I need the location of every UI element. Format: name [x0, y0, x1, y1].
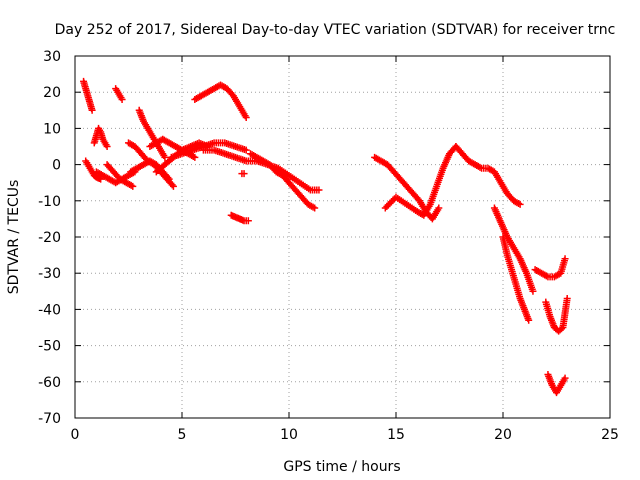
data-point [103, 143, 111, 150]
series-track-c [90, 124, 111, 150]
series-track-w [531, 255, 569, 281]
chart-title: Day 252 of 2017, Sidereal Day-to-day VTE… [55, 22, 616, 38]
data-point [561, 255, 569, 263]
series-track-v [499, 233, 533, 324]
series-track-f [103, 161, 137, 190]
series-track-n [227, 211, 252, 225]
data-point [315, 186, 323, 194]
series-track-l [167, 139, 250, 161]
y-tick-label: -70 [38, 411, 61, 427]
x-tick-label: 25 [601, 427, 619, 443]
data-point [169, 182, 177, 190]
x-tick-label: 0 [71, 427, 80, 443]
data-point [435, 204, 443, 212]
data-point [563, 295, 571, 303]
data-point [529, 287, 537, 295]
data-point [242, 114, 250, 122]
y-tick-label: -20 [38, 230, 61, 246]
y-tick-label: -50 [38, 339, 61, 355]
series-track-b [82, 157, 105, 183]
y-tick-label: -60 [38, 375, 61, 391]
y-tick-label: 20 [43, 85, 61, 101]
data-point [88, 106, 96, 114]
y-tick-label: -40 [38, 302, 61, 318]
x-tick-label: 20 [494, 427, 512, 443]
data-point [525, 316, 533, 324]
data-point [118, 95, 126, 103]
data-point [240, 170, 248, 178]
series-track-p [199, 146, 323, 194]
axis-ticks: 0 5 10 15 20 25 -70 -60 -50 -40 -30 -20 -10 0 10 20 30 [38, 49, 619, 443]
series-track-u [490, 204, 537, 295]
x-tick-label: 15 [387, 427, 405, 443]
x-axis-label: GPS time / hours [283, 459, 400, 475]
y-tick-label: 0 [52, 158, 61, 174]
data-point [244, 217, 252, 225]
series-track-t [452, 143, 524, 208]
series-track-q [246, 150, 319, 212]
data-points [80, 77, 571, 397]
data-point [129, 182, 137, 190]
x-tick-label: 5 [178, 427, 187, 443]
series-track-o [238, 170, 248, 178]
series-track-e [112, 85, 126, 103]
y-tick-label: -30 [38, 266, 61, 282]
data-point [516, 200, 524, 208]
x-tick-label: 10 [280, 427, 298, 443]
data-point [242, 146, 250, 154]
series-track-a [80, 77, 96, 114]
y-tick-label: 30 [43, 49, 61, 65]
grid-lines [75, 56, 610, 418]
data-point [311, 204, 319, 212]
series-track-x [542, 295, 571, 335]
y-tick-label: 10 [43, 121, 61, 137]
series-track-s [381, 143, 460, 219]
series-track-m [191, 81, 250, 122]
y-axis-label: SDTVAR / TECUs [6, 180, 22, 295]
series-track-y [544, 371, 569, 397]
data-point [191, 153, 199, 161]
data-point [161, 153, 169, 161]
data-point [168, 181, 176, 189]
y-tick-label: -10 [38, 194, 61, 210]
series-track-r [371, 153, 443, 223]
data-point [561, 374, 569, 382]
